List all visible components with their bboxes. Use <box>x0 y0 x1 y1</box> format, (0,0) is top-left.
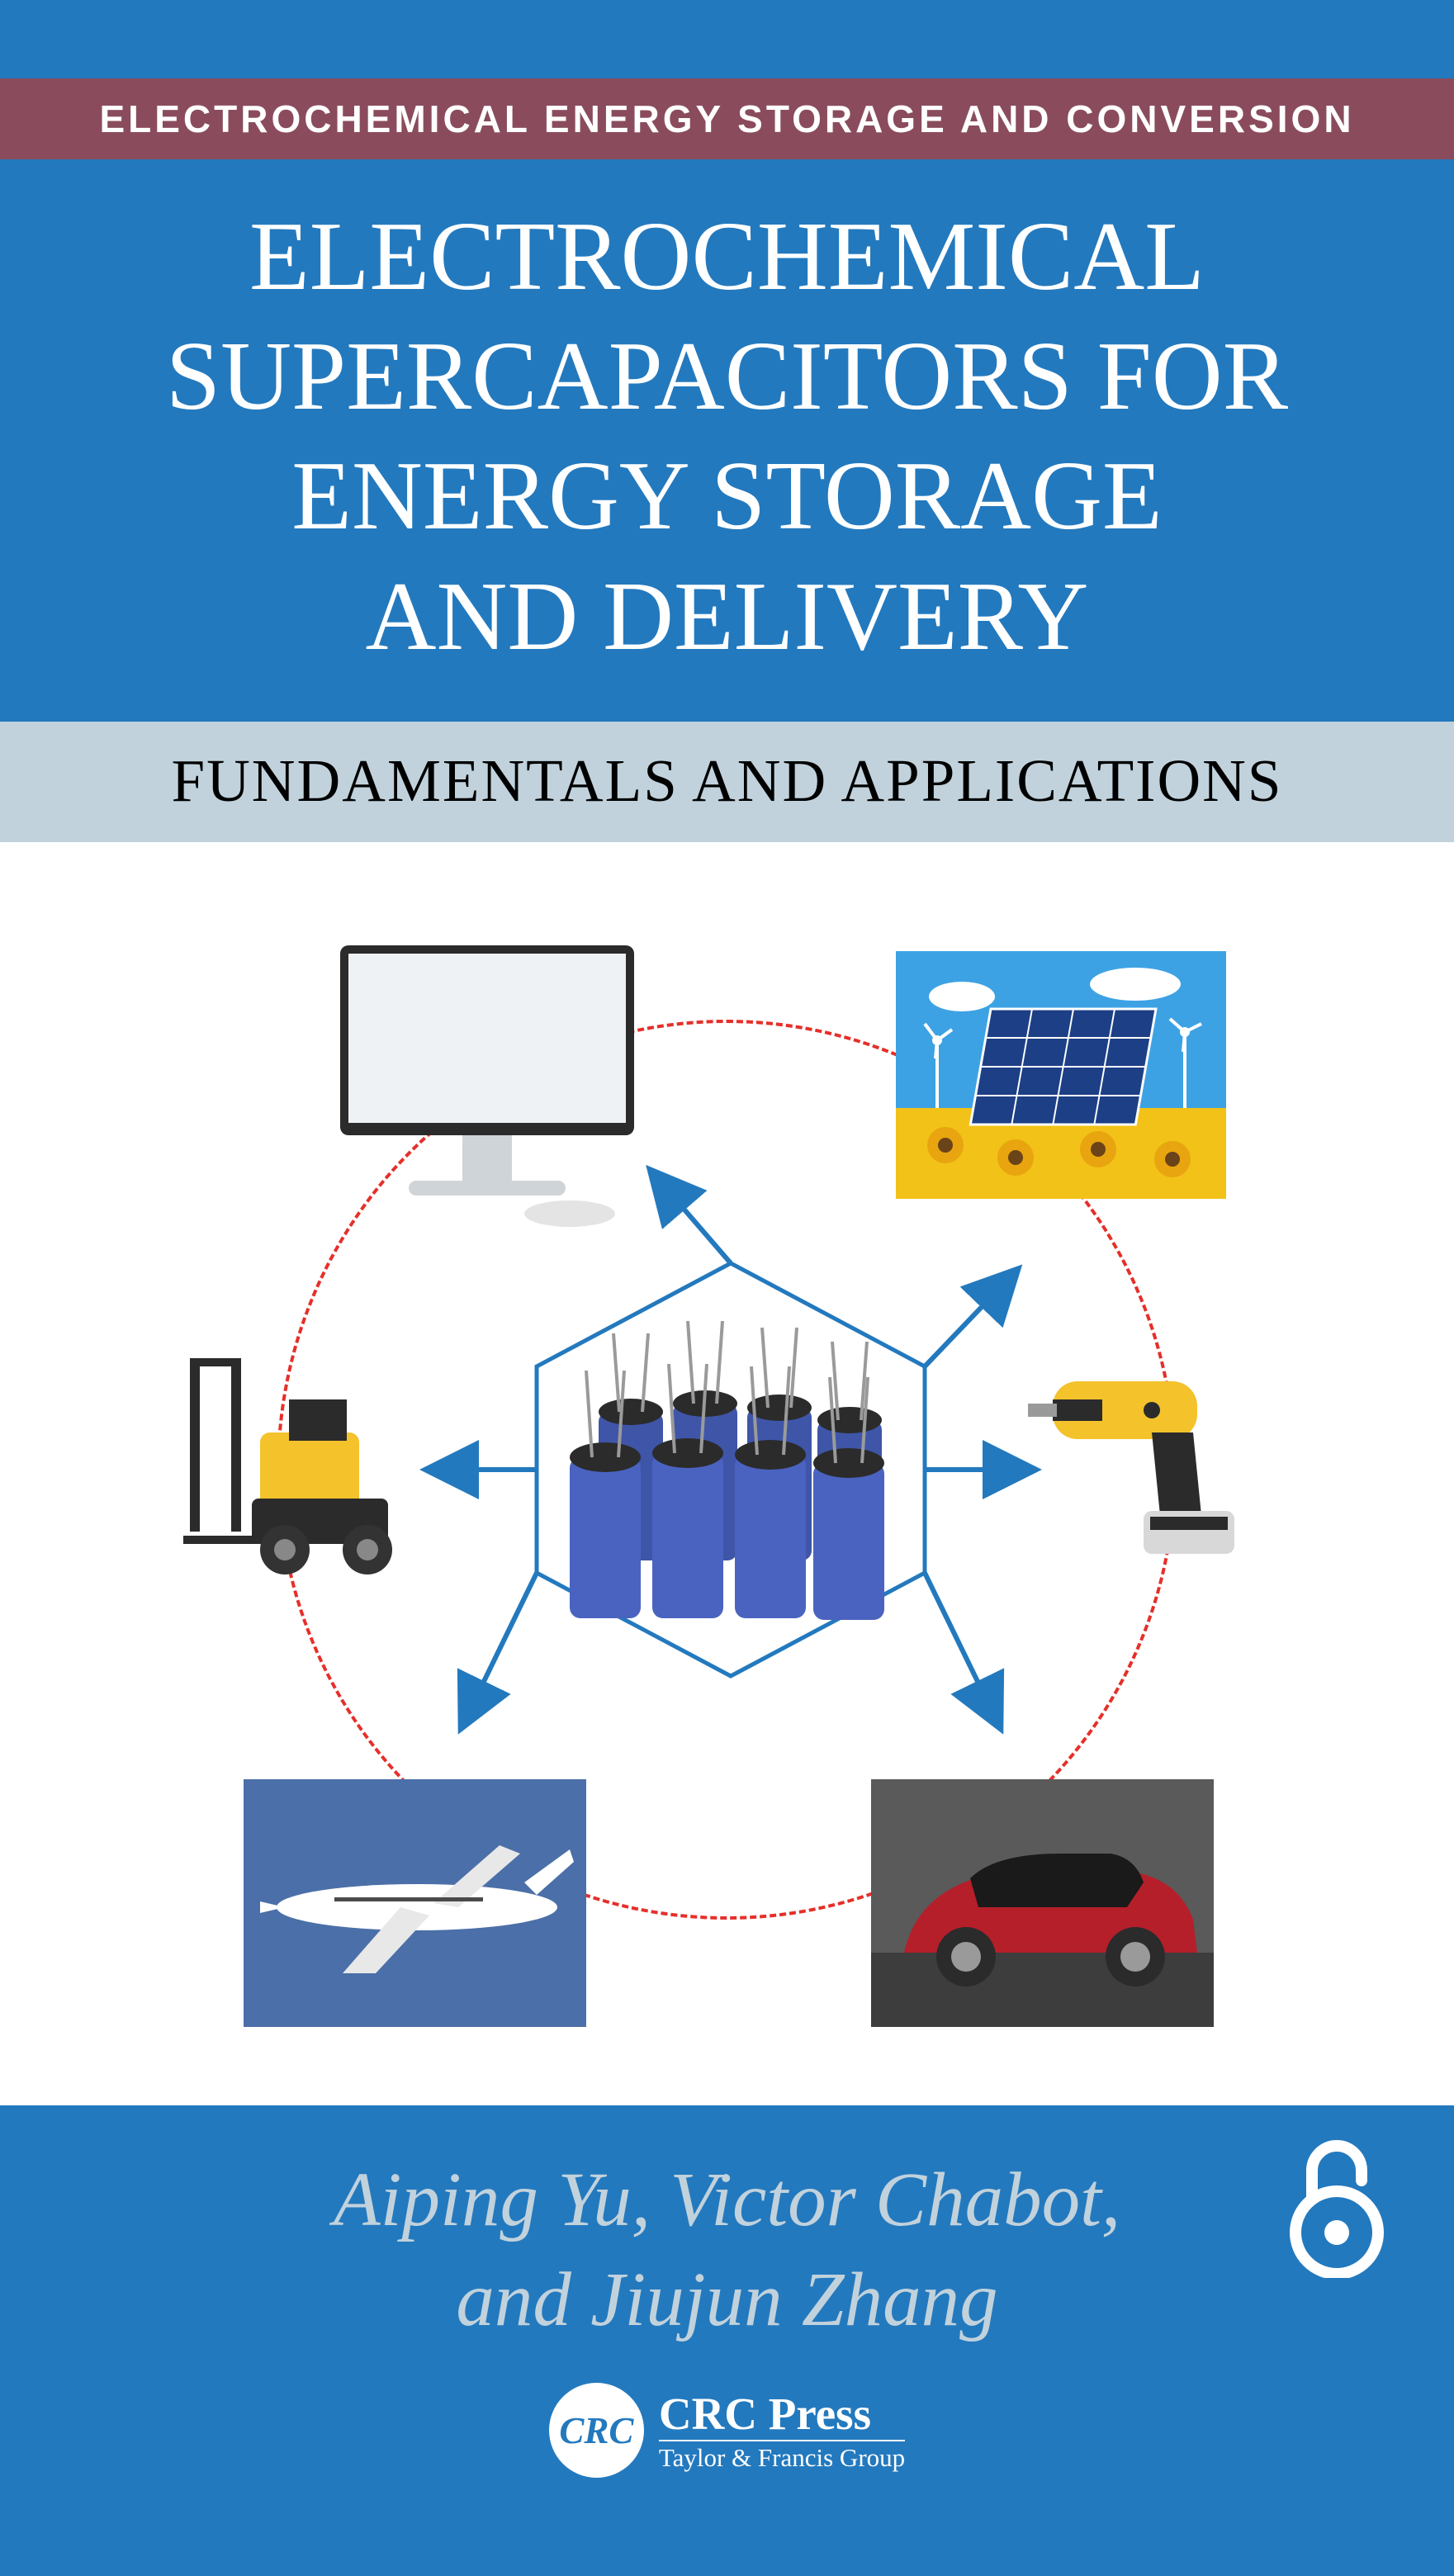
publisher-tagline: Taylor & Francis Group <box>659 2440 905 2473</box>
title-line-4: AND DELIVERY <box>33 556 1421 676</box>
subtitle-band: FUNDAMENTALS AND APPLICATIONS <box>0 722 1454 842</box>
node-drill <box>1028 1333 1280 1585</box>
node-plane <box>244 1779 586 2027</box>
footer-section: Aiping Yu, Victor Chabot, and Jiujun Zha… <box>0 2105 1454 2576</box>
authors: Aiping Yu, Victor Chabot, and Jiujun Zha… <box>0 2151 1454 2351</box>
diagram-area <box>0 842 1454 2105</box>
node-solar <box>896 951 1226 1199</box>
title-line-2: SUPERCAPACITORS FOR <box>33 316 1421 436</box>
node-supercapacitors <box>541 1288 921 1635</box>
publisher-badge: CRC <box>549 2383 644 2478</box>
open-access-icon <box>1289 2129 1384 2278</box>
book-cover: ELECTROCHEMICAL ENERGY STORAGE AND CONVE… <box>0 0 1454 2336</box>
publisher: CRC CRC Press Taylor & Francis Group <box>549 2383 905 2478</box>
node-forklift <box>149 1333 425 1589</box>
title-line-3: ENERGY STORAGE <box>33 436 1421 556</box>
node-monitor <box>289 921 685 1243</box>
series-band: ELECTROCHEMICAL ENERGY STORAGE AND CONVE… <box>0 78 1454 159</box>
publisher-name: CRC Press <box>659 2388 905 2440</box>
authors-line-2: and Jiujun Zhang <box>0 2251 1454 2351</box>
publisher-text: CRC Press Taylor & Francis Group <box>659 2388 905 2473</box>
title-area: ELECTROCHEMICAL SUPERCAPACITORS FOR ENER… <box>0 159 1454 722</box>
title-line-1: ELECTROCHEMICAL <box>33 197 1421 316</box>
header-section: ELECTROCHEMICAL ENERGY STORAGE AND CONVE… <box>0 0 1454 722</box>
authors-line-1: Aiping Yu, Victor Chabot, <box>0 2151 1454 2251</box>
node-car <box>871 1779 1214 2027</box>
